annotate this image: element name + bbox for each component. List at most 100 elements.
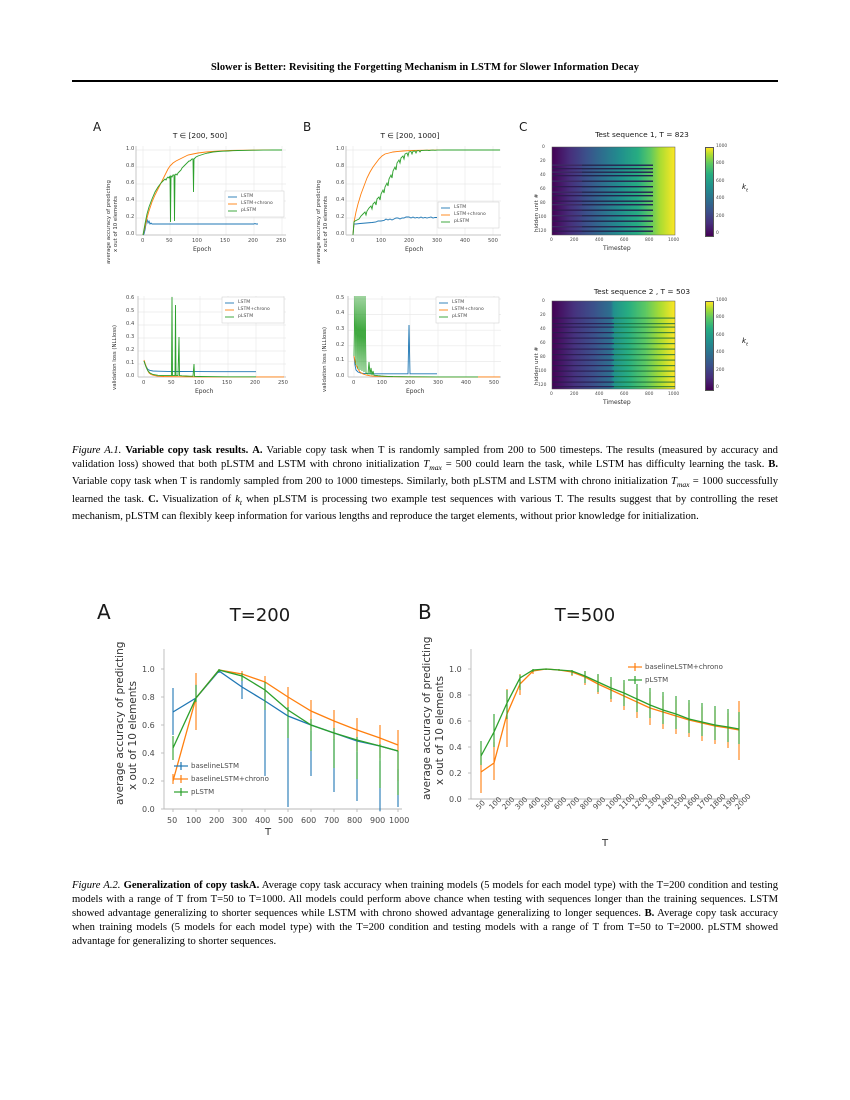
a1-heatmap-1-cbar-label: kt [742, 183, 748, 193]
figure-a1-caption-lead: Variable copy task results. [125, 445, 249, 456]
a1-acc-b-xtick-5: 500 [488, 238, 498, 244]
a1-heatmap-1-ytick-0: 0 [542, 145, 545, 150]
a1-heatmap-2-xlabel: Timestep [603, 399, 631, 406]
a1-acc-a-xtick-0: 0 [141, 238, 145, 244]
a1-acc-b-xtick-2: 200 [404, 238, 414, 244]
a1-heatmap-1-title: Test sequence 1, T = 823 [595, 130, 689, 139]
a2-chart-a-xtick-0: 50 [167, 816, 178, 825]
a1-loss-a-legend-0: LSTM [238, 300, 251, 305]
a1-loss-a-ytick-1: 0.1 [126, 360, 135, 366]
a2-chart-a-xtick-6: 600 [301, 816, 317, 825]
figure-a2-caption-lead: Generalization of copy taskA. [123, 880, 260, 891]
figure-a1-caption: Figure A.1. Variable copy task results. … [72, 445, 778, 522]
a1-heatmap-2-cbar-tick-0: 0 [716, 385, 719, 390]
a1-heatmap-1-cbar-tick-1: 200 [716, 214, 725, 219]
a1-acc-a-xtick-2: 100 [192, 238, 202, 244]
a1-acc-b-xlabel: Epoch [405, 246, 424, 253]
a1-loss-b-xtick-3: 300 [433, 380, 443, 386]
a1-heatmap-2-image [551, 300, 676, 390]
a1-acc-a-ytick-4: 0.8 [126, 163, 135, 169]
a2-chart-a-ytick-1: 0.2 [142, 777, 155, 786]
a1-acc-a-ytick-2: 0.4 [126, 197, 135, 203]
a1-heatmap-2-ylabel: hidden unit # [534, 346, 540, 385]
a1-loss-a-ytick-5: 0.5 [126, 308, 135, 314]
a1-heatmap-2-xtick-5: 1000 [668, 392, 680, 397]
a1-acc-b-ytick-2: 0.4 [336, 197, 345, 203]
a2-chart-a-ytick-0: 0.0 [142, 805, 155, 814]
a2-chart-b-ylabel-line1: average accuracy of predicting [421, 636, 433, 800]
a1-acc-a-legend-2: pLSTM [241, 208, 257, 213]
a1-acc-a-legend-1: LSTM+chrono [241, 201, 273, 206]
a1-heatmap-2-xtick-3: 600 [620, 392, 629, 397]
a1-heatmap-2-title: Test sequence 2 , T = 503 [593, 287, 691, 296]
a1-heatmap-2-cbar-label: kt [742, 337, 748, 347]
a1-acc-b-ytick-1: 0.2 [336, 214, 345, 220]
a1-heatmap-1-ytick-2: 40 [540, 173, 546, 178]
figure-a2-caption: Figure A.2. Generalization of copy taskA… [72, 880, 779, 948]
a2-chart-a-title: T=200 [229, 605, 291, 626]
a1-loss-b-xtick-4: 400 [461, 380, 471, 386]
a1-acc-b-xtick-3: 300 [432, 238, 442, 244]
a1-heatmap-2-cbar-tick-4: 800 [716, 315, 725, 320]
a1-loss-b-legend-1: LSTM+chrono [452, 307, 484, 312]
a1-acc-a-plot [135, 146, 286, 236]
a1-acc-b-title: T ∈ [200, 1000] [380, 131, 440, 140]
a1-heatmap-2-ytick-6: 120 [538, 383, 547, 388]
a2-chart-b-legend-1: pLSTM [645, 676, 669, 684]
a1-heatmap-1-xlabel: Timestep [603, 245, 631, 252]
a2-chart-a-xtick-2: 200 [209, 816, 225, 825]
a1-heatmap-1-ylabel: hidden unit # [534, 193, 540, 232]
a2-chart-b-ytick-0: 0.0 [449, 795, 462, 804]
cbar2-label-k: k [742, 337, 747, 345]
a1-heatmap-1-xtick-1: 200 [570, 238, 579, 243]
a1-loss-a-legend-2: pLSTM [238, 314, 254, 319]
a1-loss-a-ytick-6: 0.6 [126, 295, 135, 301]
a1-loss-b-xlabel: Epoch [406, 388, 425, 395]
a1-heatmap-1-image [551, 146, 676, 236]
a1-loss-b-legend-2: pLSTM [452, 314, 468, 319]
a1-loss-b-legend-0: LSTM [452, 300, 465, 305]
a1-heatmap-2-xtick-1: 200 [570, 392, 579, 397]
a1-heatmap-1-xtick-3: 600 [620, 238, 629, 243]
a1-loss-a-legend-1: LSTM+chrono [238, 307, 270, 312]
cbar-label-sub: t [746, 188, 748, 194]
a1-acc-b-ytick-0: 0.0 [336, 231, 345, 237]
a1-acc-a-ytick-1: 0.2 [126, 214, 135, 220]
a2-chart-a-ytick-2: 0.4 [142, 749, 155, 758]
a2-chart-a-xtick-8: 800 [347, 816, 363, 825]
a1-heatmap-2-cbar-tick-1: 200 [716, 368, 725, 373]
a1-loss-b-ytick-3: 0.3 [336, 326, 345, 332]
a1-acc-a-xlabel: Epoch [193, 246, 212, 253]
header-rule [72, 80, 778, 82]
a1-loss-b-ytick-5: 0.5 [336, 295, 345, 301]
a1-heatmap-2-cbar-tick-3: 600 [716, 333, 725, 338]
a1-loss-b-xtick-5: 500 [489, 380, 499, 386]
a2-chart-a-xtick-10: 1000 [389, 816, 410, 825]
a2-chart-a-xtick-3: 300 [232, 816, 248, 825]
a2-chart-b-title: T=500 [554, 605, 616, 626]
a2-chart-a-xtick-7: 700 [324, 816, 340, 825]
a1-acc-b-legend-0: LSTM [454, 205, 467, 210]
a1-loss-a-xtick-4: 200 [250, 380, 260, 386]
a1-heatmap-2-xtick-2: 400 [595, 392, 604, 397]
figure-a1-panel-a-letter: A [93, 120, 102, 134]
a1-heatmap-1-ytick-5: 100 [538, 215, 547, 220]
a1-acc-a-ytick-5: 1.0 [126, 146, 135, 152]
a1-loss-a-ytick-2: 0.2 [126, 347, 135, 353]
a1-loss-b-ytick-1: 0.1 [336, 357, 345, 363]
a1-loss-a-plot [137, 296, 286, 378]
a1-acc-b-ylabel-line1: average accuracy of predicting [316, 180, 322, 264]
a2-chart-b-ytick-4: 0.8 [449, 691, 462, 700]
a1-acc-a-xtick-4: 200 [248, 238, 258, 244]
a2-chart-b-ytick-5: 1.0 [449, 665, 462, 674]
a1-heatmap-2-ytick-5: 100 [538, 369, 547, 374]
a1-heatmap-1-cbar-tick-2: 400 [716, 196, 725, 201]
a1-acc-a-title: T ∈ [200, 500] [172, 131, 228, 140]
a1-loss-a-xlabel: Epoch [195, 388, 214, 395]
a1-acc-a-ylabel-line1: average accuracy of predicting [106, 180, 112, 264]
a1-heatmap-2-cbar-tick-5: 1000 [716, 298, 728, 303]
a1-acc-a-legend-0: LSTM [241, 194, 254, 199]
a1-loss-a-xtick-5: 250 [278, 380, 288, 386]
a1-heatmap-2-colorbar [705, 301, 714, 391]
